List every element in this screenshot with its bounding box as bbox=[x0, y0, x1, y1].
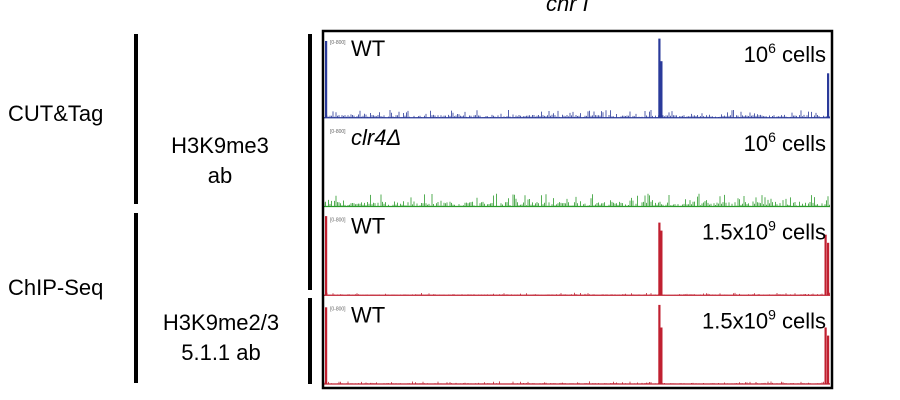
track-peak bbox=[827, 335, 830, 384]
track-cell-count: 106 cells bbox=[744, 129, 826, 156]
cell-count-suffix: cells bbox=[776, 308, 826, 333]
track-scale-label: [0-800] bbox=[330, 306, 346, 312]
track: [0-800] WT 1.5x109 cells bbox=[323, 214, 830, 296]
track-cell-count: 106 cells bbox=[744, 40, 826, 67]
track-scale-label: [0-800] bbox=[330, 129, 346, 135]
track: [0-800] WT 1.5x109 cells bbox=[323, 302, 830, 385]
track-peak bbox=[827, 73, 830, 118]
antibody-line-2: ab bbox=[207, 163, 233, 189]
panel-frame bbox=[321, 29, 834, 390]
track-noise bbox=[323, 193, 830, 207]
antibody-label-h3k9me23: H3K9me2/3 5.1.1 ab bbox=[146, 310, 296, 366]
cell-count-exponent: 6 bbox=[768, 129, 776, 145]
chart-title: chr I bbox=[546, 0, 589, 16]
bracket-cut-tag bbox=[134, 34, 138, 204]
group-label-cut-tag: CUT&Tag bbox=[8, 101, 104, 126]
cell-count-base: 1.5x10 bbox=[702, 220, 768, 245]
antibody-label-h3k9me3: H3K9me3 ab bbox=[150, 133, 290, 189]
track-peak bbox=[325, 41, 328, 118]
track-scale-label: [0-800] bbox=[330, 218, 346, 224]
track-peak bbox=[827, 242, 830, 296]
sample-name-delta: Δ bbox=[385, 125, 401, 150]
track-peak bbox=[660, 327, 663, 384]
sample-name-part: clr4 bbox=[351, 125, 386, 150]
track-sample-name: WT bbox=[351, 302, 385, 327]
track-sample-name: clr4Δ bbox=[351, 125, 401, 150]
bracket-chip-seq bbox=[134, 213, 138, 383]
track-sample-name: WT bbox=[351, 36, 385, 61]
track-peak bbox=[658, 38, 661, 118]
cell-count-base: 1.5x10 bbox=[702, 308, 768, 333]
track-sample-name: WT bbox=[351, 214, 385, 239]
track-cell-count: 1.5x109 cells bbox=[702, 218, 826, 245]
cell-count-exponent: 6 bbox=[768, 40, 776, 56]
track-peak bbox=[658, 304, 661, 384]
track-peak bbox=[824, 327, 827, 384]
cell-count-exponent: 9 bbox=[768, 218, 776, 234]
track: [0-800] clr4Δ 106 cells bbox=[323, 125, 830, 208]
group-label-chip-seq: ChIP-Seq bbox=[8, 275, 104, 300]
antibody-line-1: H3K9me2/3 bbox=[162, 310, 280, 335]
cell-count-base: 10 bbox=[744, 131, 768, 156]
cell-count-suffix: cells bbox=[776, 220, 826, 245]
track-peak bbox=[824, 234, 827, 296]
track: [0-800] WT 106 cells bbox=[323, 36, 830, 119]
cell-count-exponent: 9 bbox=[768, 306, 776, 322]
cell-count-suffix: cells bbox=[776, 131, 826, 156]
track-peak bbox=[325, 216, 328, 296]
track-peak bbox=[660, 61, 663, 118]
track-noise bbox=[323, 110, 830, 118]
bracket-h3k9me23 bbox=[308, 298, 312, 384]
cell-count-base: 10 bbox=[744, 42, 768, 67]
track-peak bbox=[660, 230, 663, 296]
bracket-h3k9me3 bbox=[308, 34, 312, 290]
antibody-line-1: H3K9me3 bbox=[171, 133, 269, 158]
track-scale-label: [0-800] bbox=[330, 40, 346, 46]
track-cell-count: 1.5x109 cells bbox=[702, 306, 826, 333]
antibody-line-2: 5.1.1 ab bbox=[181, 340, 261, 366]
cell-count-suffix: cells bbox=[776, 42, 826, 67]
track-peak bbox=[658, 222, 661, 296]
track-peak bbox=[325, 307, 328, 384]
